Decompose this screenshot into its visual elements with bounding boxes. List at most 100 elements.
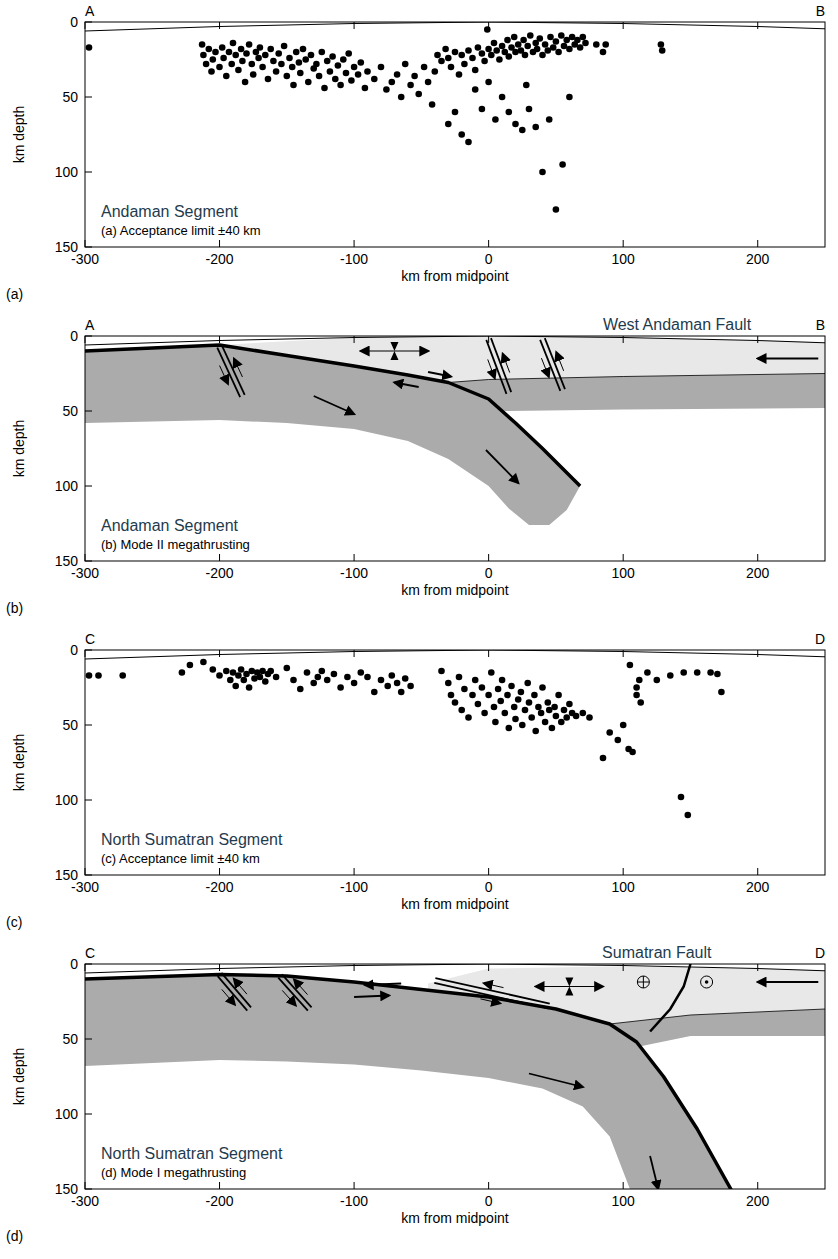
hypocenter bbox=[512, 716, 519, 723]
motion-arrow bbox=[758, 981, 819, 983]
hypocenter bbox=[479, 50, 486, 57]
x-tick bbox=[488, 868, 489, 875]
hypocenter bbox=[636, 677, 643, 684]
hypocenter bbox=[238, 666, 245, 673]
hypocenter bbox=[86, 44, 93, 51]
panel-letter: (a) bbox=[6, 286, 23, 302]
hypocenter bbox=[539, 684, 546, 691]
hypocenter bbox=[558, 719, 565, 726]
slab bbox=[85, 345, 580, 525]
hypocenter bbox=[407, 683, 414, 690]
hypocenter bbox=[310, 680, 317, 687]
hypocenter bbox=[200, 659, 207, 666]
panel: -300-200-1000100200050100150km from midp… bbox=[6, 3, 825, 302]
hypocenter bbox=[398, 94, 405, 101]
hypocenter bbox=[499, 43, 506, 50]
x-tick bbox=[354, 336, 355, 343]
hypocenter bbox=[479, 684, 486, 691]
hypocenter bbox=[259, 64, 266, 71]
hypocenter bbox=[257, 44, 264, 51]
hypocenter bbox=[438, 58, 445, 65]
hypocenter bbox=[302, 56, 309, 63]
hypocenter bbox=[208, 68, 215, 75]
hypocenter bbox=[235, 67, 242, 74]
hypocenter bbox=[210, 666, 217, 673]
x-tick-label: 100 bbox=[612, 879, 636, 895]
hypocenter bbox=[577, 44, 584, 51]
hypocenter bbox=[524, 680, 531, 687]
x-tick bbox=[85, 650, 86, 657]
hypocenter bbox=[456, 674, 463, 681]
hypocenter bbox=[465, 139, 472, 146]
x-tick-label: -100 bbox=[340, 251, 368, 267]
hypocenter bbox=[324, 677, 331, 684]
hypocenter bbox=[481, 710, 488, 717]
hypocenter bbox=[86, 672, 93, 679]
x-tick bbox=[85, 554, 86, 561]
hypocenter bbox=[223, 73, 230, 80]
y-tick bbox=[85, 561, 92, 562]
hypocenter bbox=[555, 49, 562, 56]
plot-frame bbox=[85, 22, 825, 247]
hypocenter bbox=[296, 59, 303, 66]
plot-area bbox=[85, 650, 825, 818]
hypocenter bbox=[461, 61, 468, 68]
surface-line bbox=[85, 650, 825, 659]
hypocenter bbox=[425, 79, 432, 86]
y-tick-label: 50 bbox=[62, 89, 78, 105]
hypocenter bbox=[659, 47, 666, 54]
hypocenter bbox=[506, 725, 513, 732]
hypocenter bbox=[555, 692, 562, 699]
motion-arrow bbox=[365, 984, 401, 986]
x-tick bbox=[354, 650, 355, 657]
x-tick bbox=[488, 22, 489, 29]
hypocenter bbox=[321, 85, 328, 92]
hypocenter bbox=[506, 53, 513, 60]
hypocenter bbox=[200, 52, 207, 59]
hypocenter bbox=[637, 699, 644, 706]
hypocenter bbox=[212, 49, 219, 56]
y-tick-label: 0 bbox=[70, 14, 78, 30]
y-tick-label: 150 bbox=[55, 553, 79, 569]
hypocenter bbox=[255, 55, 262, 62]
x-tick bbox=[354, 240, 355, 247]
shear-arrow bbox=[234, 359, 242, 377]
hypocenter bbox=[226, 49, 233, 56]
x-tick bbox=[488, 650, 489, 657]
hypocenter bbox=[519, 127, 526, 134]
motion-arrow bbox=[650, 1156, 658, 1189]
x-tick bbox=[623, 336, 624, 343]
segment-title: Andaman Segment bbox=[101, 517, 239, 534]
hypocenter bbox=[290, 677, 297, 684]
x-tick bbox=[219, 1182, 220, 1189]
hypocenter bbox=[344, 674, 351, 681]
hypocenter bbox=[547, 34, 554, 41]
hypocenter bbox=[267, 668, 274, 675]
hypocenter bbox=[508, 683, 515, 690]
hypocenter bbox=[472, 67, 479, 74]
hypocenter bbox=[534, 46, 541, 53]
x-tick-label: 200 bbox=[746, 251, 770, 267]
x-tick bbox=[757, 240, 758, 247]
x-tick bbox=[757, 964, 758, 971]
hypocenter bbox=[452, 109, 459, 116]
x-tick bbox=[757, 650, 758, 657]
x-tick bbox=[219, 868, 220, 875]
plot-area bbox=[85, 964, 825, 1189]
hypocenter bbox=[593, 41, 600, 48]
hypocenter bbox=[542, 41, 549, 48]
hypocenter bbox=[343, 70, 350, 77]
hypocenter bbox=[506, 109, 513, 116]
x-tick-label: 0 bbox=[485, 1193, 493, 1209]
y-tick bbox=[85, 800, 92, 801]
x-tick bbox=[85, 868, 86, 875]
hypocenter bbox=[265, 76, 272, 83]
panel-letter: (c) bbox=[6, 914, 22, 930]
y-tick bbox=[85, 1114, 92, 1115]
hypocenter bbox=[602, 41, 609, 48]
hypocenter bbox=[458, 131, 465, 138]
y-tick-label: 100 bbox=[55, 1106, 79, 1122]
hypocenter bbox=[267, 46, 274, 53]
fault-line bbox=[434, 983, 548, 1009]
hypocenter bbox=[398, 689, 405, 696]
